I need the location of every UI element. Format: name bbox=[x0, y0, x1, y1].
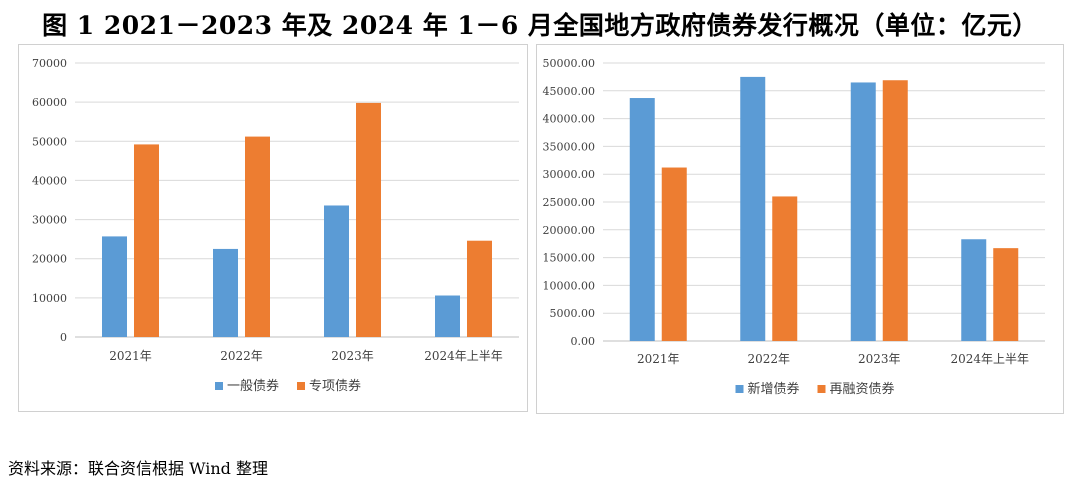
y-tick-label: 50000 bbox=[32, 135, 67, 148]
x-tick-label: 2022年 bbox=[220, 349, 263, 363]
legend-label: 再融资债券 bbox=[830, 381, 895, 397]
y-tick-label: 15000.00 bbox=[543, 252, 596, 265]
y-tick-label: 30000 bbox=[32, 214, 67, 227]
y-tick-label: 20000 bbox=[32, 253, 67, 266]
x-tick-label: 2023年 bbox=[858, 352, 901, 366]
y-tick-label: 40000.00 bbox=[543, 113, 596, 126]
x-tick-label: 2024年上半年 bbox=[950, 352, 1029, 366]
y-tick-label: 45000.00 bbox=[543, 85, 596, 98]
y-tick-label: 10000 bbox=[32, 292, 67, 305]
bar-series2 bbox=[134, 144, 159, 337]
bar-series1 bbox=[629, 98, 655, 341]
bar-series1 bbox=[740, 76, 766, 342]
y-tick-label: 35000.00 bbox=[543, 140, 596, 153]
y-tick-label: 40000 bbox=[32, 174, 67, 187]
chart-panel-new-refinancing: 0.00 5000.00 10000.00 15000.00 20000.00 25000… bbox=[536, 44, 1064, 414]
y-tick-label: 10000.00 bbox=[543, 279, 596, 292]
chart-new-vs-refinancing-bonds: 0.00 5000.00 10000.00 15000.00 20000.00 25000… bbox=[543, 57, 1045, 397]
legend-label: 新增债券 bbox=[748, 381, 800, 397]
bar-series2 bbox=[882, 80, 908, 342]
bar-series2 bbox=[245, 136, 270, 337]
y-tick-label: 0.00 bbox=[571, 335, 596, 348]
legend-swatch bbox=[735, 385, 744, 393]
x-tick-label: 2021年 bbox=[109, 349, 152, 363]
bar-series2 bbox=[467, 240, 492, 337]
bar-series1 bbox=[961, 239, 987, 341]
y-tick-label: 70000 bbox=[32, 57, 67, 70]
legend-swatch bbox=[297, 382, 305, 390]
bar-series2 bbox=[772, 196, 798, 341]
legend-label: 专项债券 bbox=[309, 378, 361, 394]
bar-series2 bbox=[661, 167, 687, 341]
legend-swatch bbox=[817, 385, 826, 393]
bar-series1 bbox=[213, 248, 238, 337]
source-note: 资料来源：联合资信根据 Wind 整理 bbox=[8, 459, 269, 478]
y-tick-label: 25000.00 bbox=[543, 196, 596, 209]
bar-series2 bbox=[356, 102, 381, 337]
y-tick-label: 60000 bbox=[32, 96, 67, 109]
bar-series1 bbox=[324, 205, 349, 337]
y-tick-label: 50000.00 bbox=[543, 57, 596, 70]
chart-panel-general-special: 0 10000 20000 30000 40000 50000 60000 70000 2021… bbox=[18, 44, 528, 412]
x-tick-label: 2023年 bbox=[331, 349, 374, 363]
y-tick-label: 5000.00 bbox=[550, 307, 596, 320]
legend-label: 一般债券 bbox=[227, 378, 279, 394]
legend-swatch bbox=[215, 382, 223, 390]
y-tick-label: 0 bbox=[60, 331, 67, 344]
x-tick-label: 2024年上半年 bbox=[424, 349, 503, 363]
x-tick-label: 2022年 bbox=[747, 352, 790, 366]
y-tick-label: 20000.00 bbox=[543, 224, 596, 237]
figure-title: 图 1 2021－2023 年及 2024 年 1－6 月全国地方政府债券发行概… bbox=[42, 11, 1038, 40]
chart-general-vs-special-bonds: 0 10000 20000 30000 40000 50000 60000 70000 2021… bbox=[32, 57, 519, 394]
bar-series1 bbox=[102, 236, 127, 337]
x-tick-label: 2021年 bbox=[637, 352, 680, 366]
bar-series1 bbox=[850, 82, 876, 342]
bar-series2 bbox=[993, 248, 1019, 341]
bar-series1 bbox=[435, 295, 460, 337]
y-tick-label: 30000.00 bbox=[543, 168, 596, 181]
